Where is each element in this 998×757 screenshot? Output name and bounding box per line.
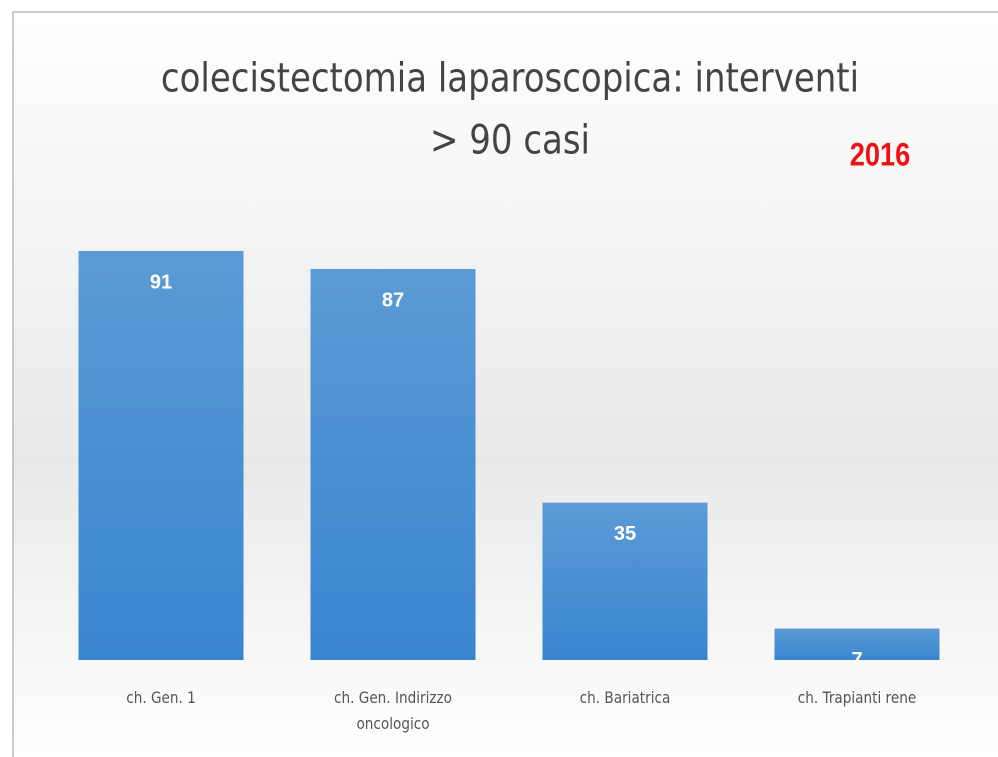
bar [542,502,708,660]
chart-title: > 90 casi [430,117,590,163]
x-tick-label: ch. Gen. 1 [126,688,196,707]
data-label: 7 [851,649,862,671]
data-label: 87 [382,289,404,311]
chart-title: colecistectomia laparoscopica: intervent… [161,55,859,101]
bar [310,268,476,660]
x-tick-label: ch. Trapianti rene [797,688,917,707]
data-label: 35 [614,523,636,545]
annotation: 2016 [850,137,910,173]
x-tick-label: ch. Gen. Indirizzo oncologico [334,688,452,733]
data-label: 91 [150,271,172,293]
bar [78,251,244,660]
x-tick-label: ch. Bariatrica [579,688,671,707]
bar [774,628,940,660]
